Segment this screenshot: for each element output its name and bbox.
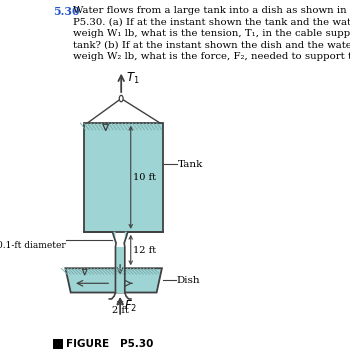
Text: 0.1-ft diameter: 0.1-ft diameter [0, 241, 65, 250]
Polygon shape [125, 232, 128, 247]
Polygon shape [84, 123, 163, 232]
Text: 5.30: 5.30 [53, 6, 79, 17]
Text: 2 ft: 2 ft [112, 306, 128, 315]
Text: 12 ft: 12 ft [133, 246, 156, 255]
Polygon shape [116, 247, 125, 293]
Polygon shape [65, 268, 162, 293]
Text: Dish: Dish [176, 276, 200, 285]
Text: FIGURE   P5.30: FIGURE P5.30 [66, 339, 154, 349]
Polygon shape [53, 339, 63, 349]
Text: $F_2$: $F_2$ [124, 299, 137, 314]
Text: Water flows from a large tank into a dish as shown in Fig.
P5.30. (a) If at the : Water flows from a large tank into a dis… [73, 6, 350, 61]
Text: 10 ft: 10 ft [133, 173, 156, 182]
Polygon shape [112, 232, 116, 247]
Text: $T_1$: $T_1$ [126, 71, 140, 86]
Text: Tank: Tank [177, 160, 203, 169]
Circle shape [119, 95, 123, 102]
